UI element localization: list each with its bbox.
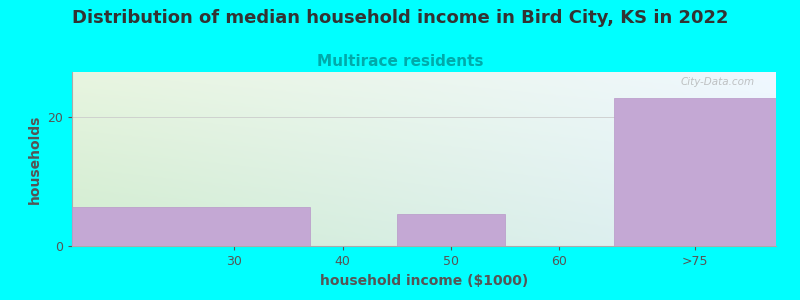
- Bar: [397, 214, 506, 246]
- Text: City-Data.com: City-Data.com: [681, 77, 755, 87]
- Text: Multirace residents: Multirace residents: [317, 54, 483, 69]
- Y-axis label: households: households: [27, 114, 42, 204]
- X-axis label: household income ($1000): household income ($1000): [320, 274, 528, 288]
- Bar: [614, 98, 776, 246]
- Bar: [72, 207, 310, 246]
- Text: Distribution of median household income in Bird City, KS in 2022: Distribution of median household income …: [72, 9, 728, 27]
